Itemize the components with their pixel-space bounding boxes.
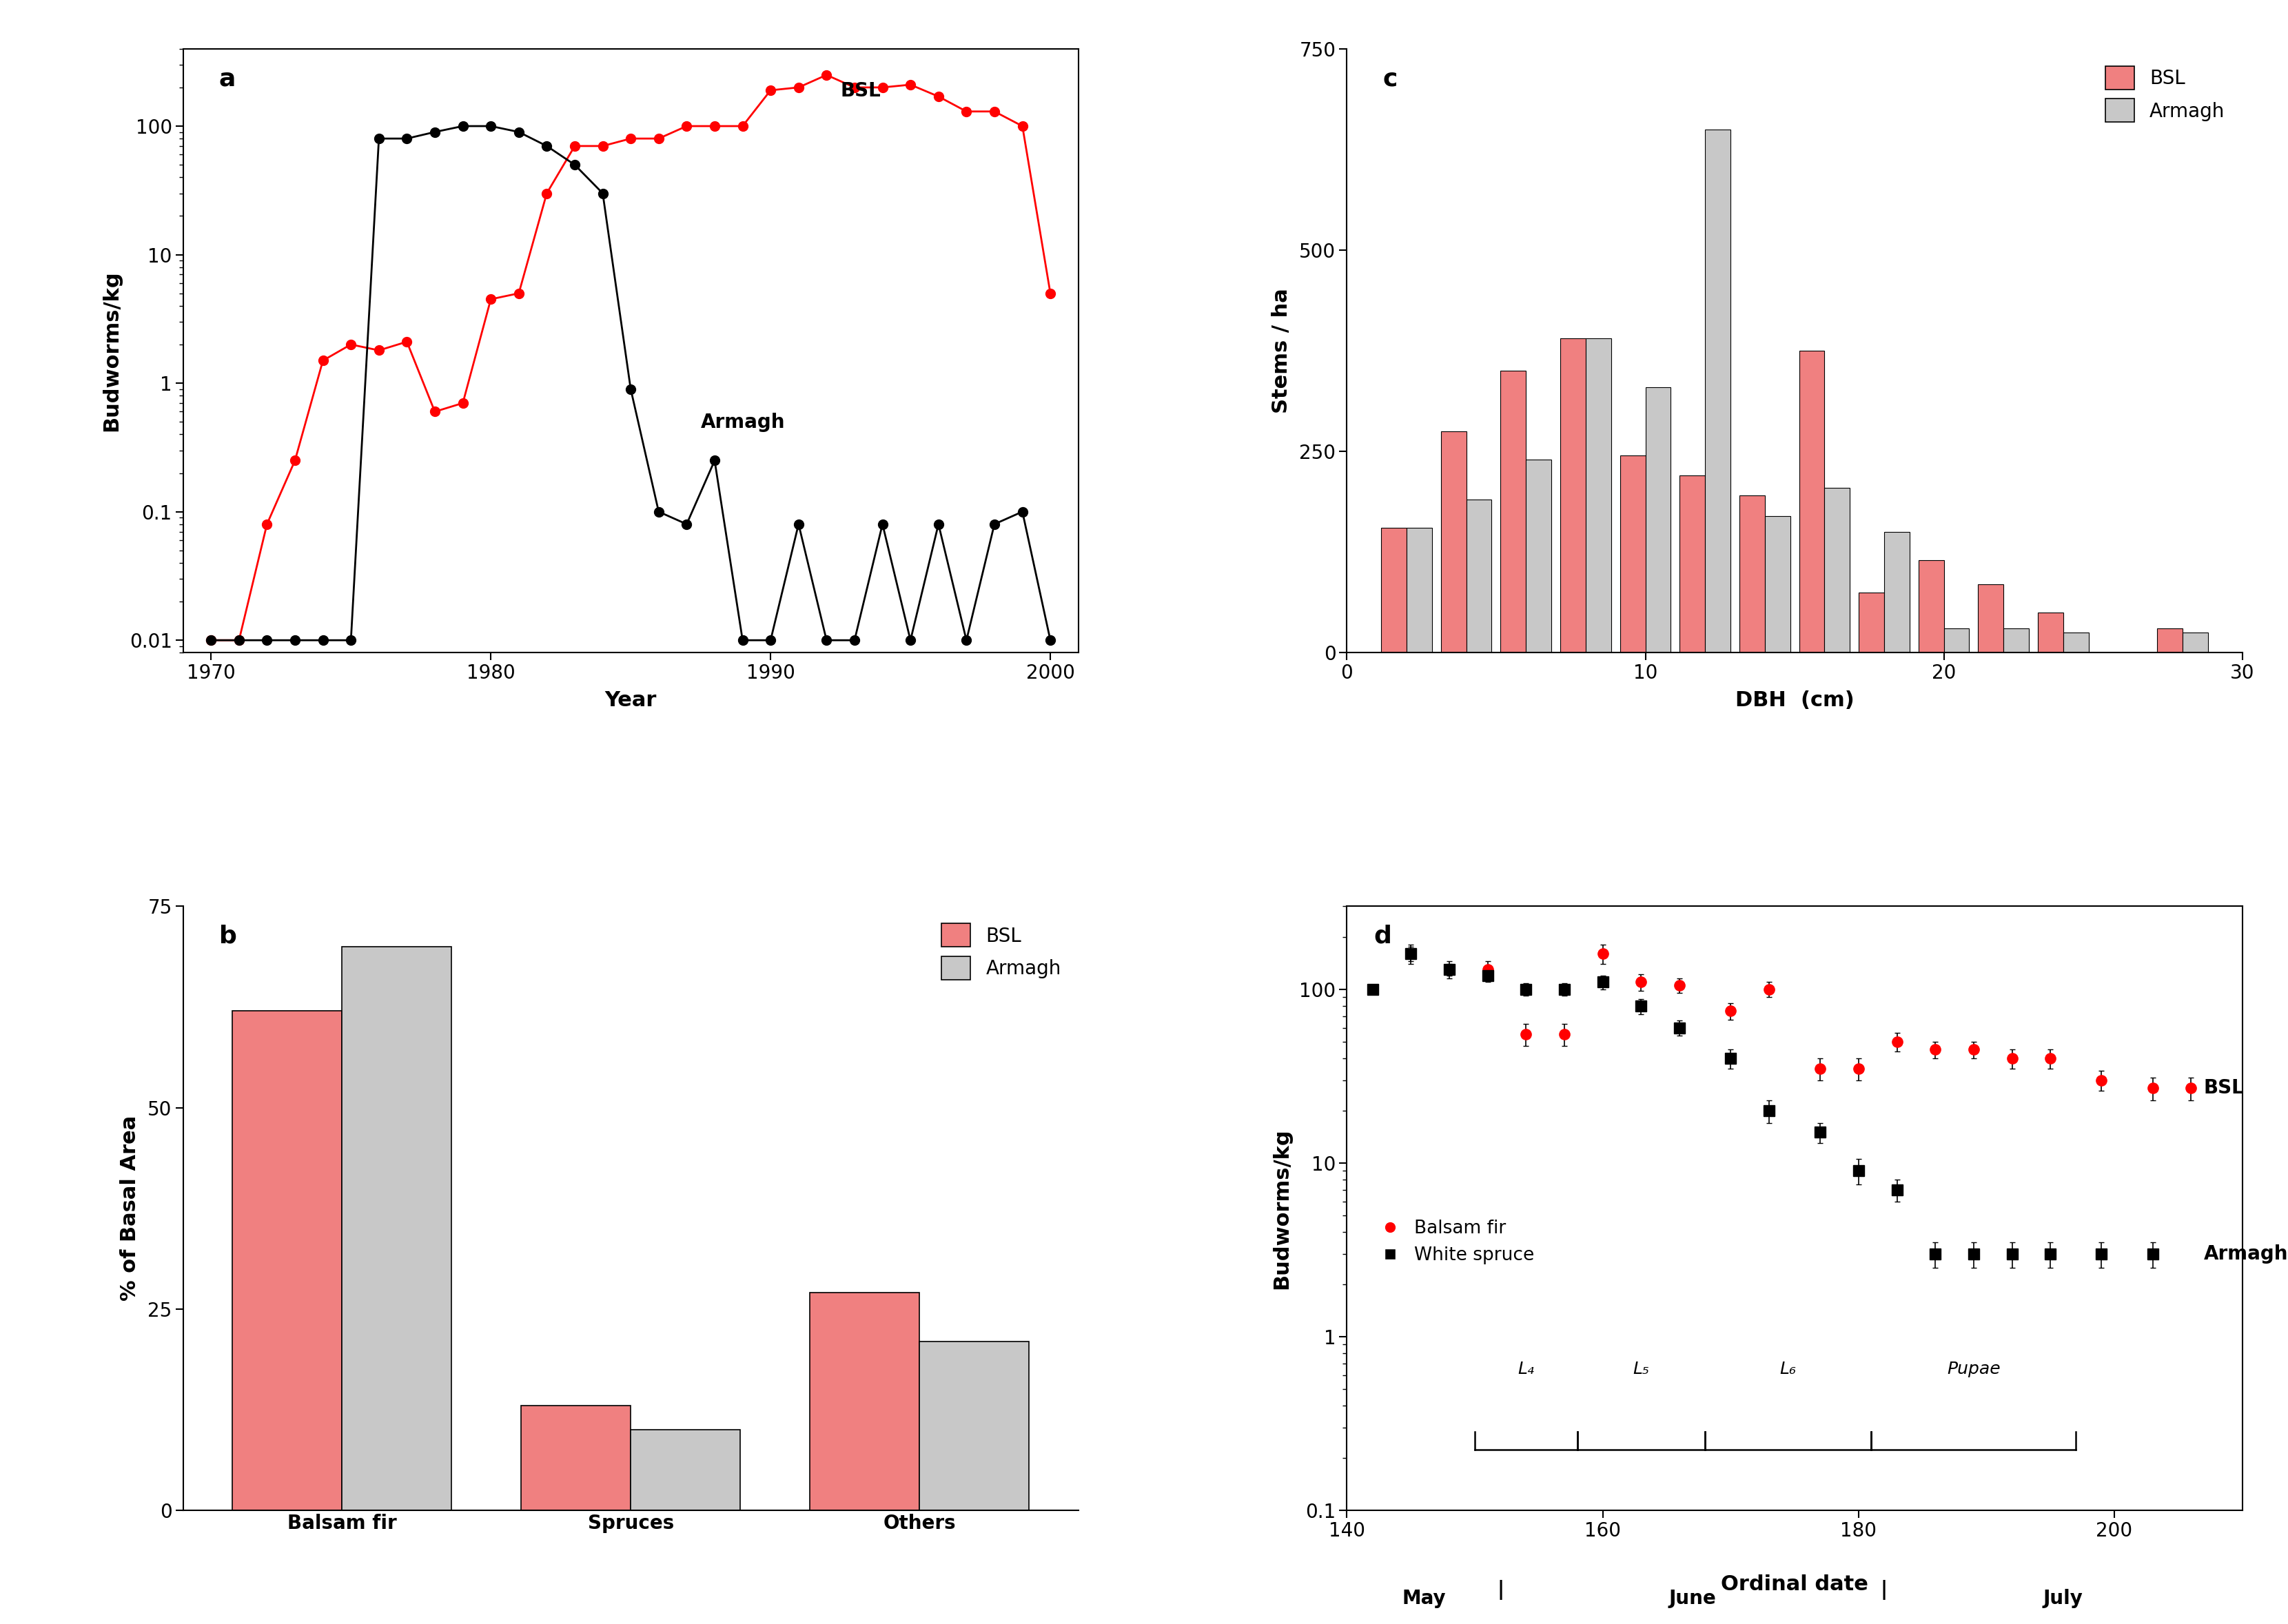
Text: Armagh: Armagh	[700, 412, 785, 432]
Bar	[1764, 516, 1789, 653]
Text: BSL: BSL	[2203, 1078, 2245, 1098]
Bar	[920, 1341, 1030, 1510]
Y-axis label: % of Basal Area: % of Basal Area	[119, 1116, 140, 1301]
Bar	[1441, 432, 1467, 653]
Legend: Balsam fir, White spruce: Balsam fir, White spruce	[1373, 1212, 1542, 1272]
Bar	[1620, 455, 1645, 653]
Bar	[1679, 476, 1705, 653]
Text: May: May	[1403, 1588, 1446, 1608]
Legend: BSL, Armagh: BSL, Armagh	[2098, 58, 2233, 130]
X-axis label: Year: Year	[604, 690, 657, 711]
Bar	[231, 1012, 341, 1510]
Legend: BSL, Armagh: BSL, Armagh	[934, 916, 1068, 987]
Bar	[810, 1293, 920, 1510]
X-axis label: Ordinal date: Ordinal date	[1721, 1574, 1869, 1595]
Bar	[631, 1429, 741, 1510]
Bar	[1917, 560, 1945, 653]
Bar	[1979, 585, 2004, 653]
Bar	[1586, 339, 1611, 653]
Bar	[1883, 533, 1910, 653]
Text: L₅: L₅	[1634, 1361, 1650, 1377]
Bar	[1739, 495, 1764, 653]
Bar	[1858, 593, 1883, 653]
Bar	[341, 947, 451, 1510]
Text: July: July	[2043, 1588, 2082, 1608]
Text: L₄: L₄	[1517, 1361, 1535, 1377]
Text: BSL: BSL	[840, 81, 881, 101]
Text: Armagh: Armagh	[2203, 1244, 2288, 1263]
Bar	[1945, 628, 1970, 653]
Bar	[1501, 370, 1526, 653]
X-axis label: DBH  (cm): DBH (cm)	[1734, 690, 1853, 711]
Bar	[1560, 339, 1586, 653]
Y-axis label: Stems / ha: Stems / ha	[1272, 287, 1293, 414]
Text: a: a	[220, 67, 236, 91]
Text: L₆: L₆	[1780, 1361, 1796, 1377]
Bar	[2183, 633, 2208, 653]
Bar	[1382, 528, 1407, 653]
Bar	[1824, 487, 1849, 653]
Bar	[2158, 628, 2183, 653]
Text: June: June	[1668, 1588, 1716, 1608]
Text: Pupae: Pupae	[1947, 1361, 2000, 1377]
Bar	[1645, 387, 1670, 653]
Bar	[1407, 528, 1432, 653]
Bar	[522, 1406, 631, 1510]
Bar	[1705, 130, 1730, 653]
Y-axis label: Budworms/kg: Budworms/kg	[1272, 1127, 1293, 1289]
Bar	[1526, 460, 1551, 653]
Bar	[1467, 500, 1492, 653]
Text: |: |	[1496, 1580, 1503, 1600]
Y-axis label: Budworms/kg: Budworms/kg	[101, 270, 121, 432]
Text: b: b	[220, 924, 236, 948]
Bar	[2064, 633, 2089, 653]
Text: |: |	[1881, 1580, 1888, 1600]
Bar	[1798, 351, 1824, 653]
Bar	[2039, 612, 2064, 653]
Text: c: c	[1382, 67, 1398, 91]
Bar	[2004, 628, 2029, 653]
Text: d: d	[1373, 924, 1391, 948]
